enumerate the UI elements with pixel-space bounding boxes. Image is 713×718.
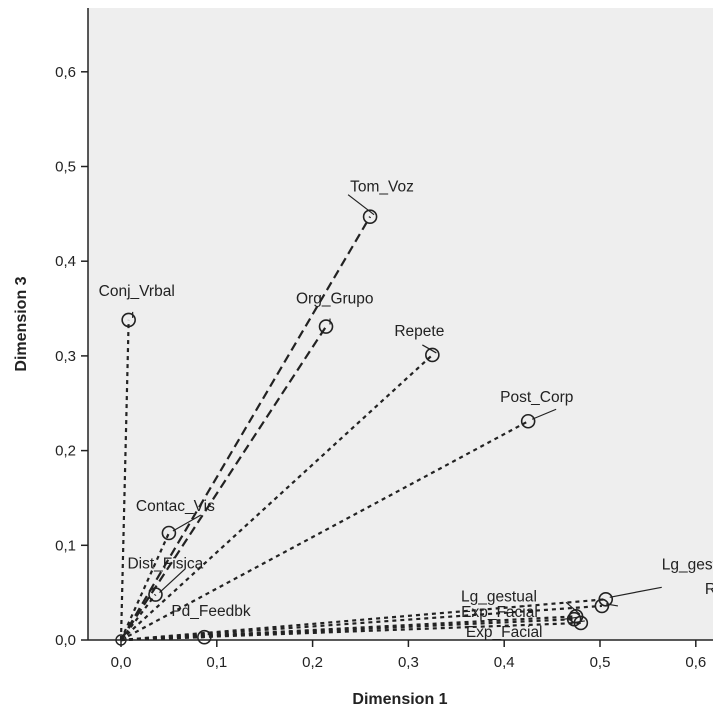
- labels-layer: Tom_Voz Conj_Vrbal Org_Grupo Repete Post_Cor…: [99, 179, 713, 641]
- point-label: Dist_Fisica: [127, 556, 203, 573]
- x-tick-label: 0,0: [111, 654, 132, 671]
- point-marker: [197, 629, 212, 645]
- point-label: Conj_Vrbal: [99, 283, 175, 300]
- label-leader: [422, 344, 437, 354]
- x-tick-label: 0,3: [398, 654, 419, 671]
- y-axis-title: Dimension 3: [13, 276, 30, 371]
- point-label: Org_Grupo: [296, 291, 374, 308]
- label-leader: [565, 601, 581, 615]
- label-leader: [605, 603, 619, 607]
- x-tick-label: 0,4: [494, 654, 515, 671]
- x-ticks: 0,0 0,1 0,2 0,3 0,4 0,5 0,6: [111, 640, 706, 671]
- point-marker: [425, 347, 440, 363]
- label-leader: [564, 616, 579, 620]
- label-leader: [609, 586, 662, 598]
- y-tick-label: 0,1: [55, 537, 76, 554]
- vector-line: [120, 604, 602, 642]
- y-tick-label: 0,4: [55, 253, 76, 270]
- label-leader: [347, 194, 375, 216]
- vector-line: [120, 216, 372, 641]
- point-label: Contac_Vis: [136, 498, 215, 515]
- point-marker: [161, 525, 177, 541]
- vectors-layer: [119, 216, 606, 642]
- y-ticks: 0,0 0,1 0,2 0,3 0,4 0,5 0,6: [55, 64, 88, 649]
- x-tick-label: 0,2: [302, 654, 323, 671]
- x-axis-title: Dimension 1: [352, 691, 447, 708]
- vector-line: [119, 532, 170, 641]
- point-label: Tom_Voz: [350, 179, 414, 196]
- label-leader: [570, 620, 585, 624]
- y-tick-label: 0,5: [55, 159, 76, 176]
- point-marker: [594, 598, 610, 614]
- label-leader: [159, 568, 186, 593]
- x-tick-label: 0,6: [685, 654, 706, 671]
- x-tick-label: 0,5: [590, 654, 611, 671]
- plot-area: [88, 8, 713, 640]
- y-tick-label: 0,2: [55, 443, 76, 460]
- point-label: Exp_Facial: [466, 624, 543, 641]
- y-tick-label: 0,0: [55, 632, 76, 649]
- label-leader: [172, 514, 202, 532]
- point-marker: [318, 319, 334, 334]
- vector-line: [120, 420, 529, 641]
- point-label: Exp_Facial: [461, 604, 538, 621]
- point-label: Ritmo: [705, 581, 713, 598]
- markers-layer: [115, 209, 614, 646]
- point-label: Repete: [394, 323, 444, 340]
- y-tick-label: 0,3: [55, 348, 76, 365]
- point-marker: [520, 413, 536, 429]
- x-tick-label: 0,1: [206, 654, 227, 671]
- vector-line: [120, 354, 434, 641]
- label-leader: [531, 408, 557, 420]
- point-marker: [148, 587, 163, 602]
- point-label: Pd_Feedbk: [171, 603, 251, 620]
- y-tick-label: 0,6: [55, 64, 76, 81]
- point-marker: [121, 312, 136, 328]
- point-label: Lg_gestual: [662, 556, 713, 573]
- point-marker: [362, 209, 378, 224]
- vector-line: [119, 319, 130, 641]
- vector-line: [120, 593, 157, 641]
- point-label: Post_Corp: [500, 389, 573, 406]
- point-label: Lg_gestual: [461, 588, 537, 605]
